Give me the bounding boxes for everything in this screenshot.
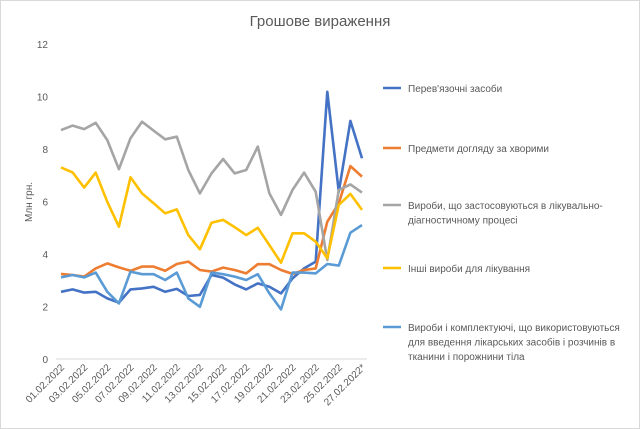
series-line-5 <box>60 224 363 311</box>
y-tick-label: 0 <box>42 355 48 366</box>
legend-item: Перев'язочні засоби <box>383 83 502 95</box>
legend-label: тканини і порожнини тіла <box>408 352 525 363</box>
y-tick-label: 4 <box>42 250 48 261</box>
legend-item: Вироби, що застосовуються в лікувально-д… <box>383 200 603 227</box>
y-tick-label: 8 <box>42 145 48 156</box>
y-tick-label: 2 <box>42 303 48 314</box>
legend-item: Інші вироби для лікування <box>383 263 530 275</box>
legend-label: Перев'язочні засоби <box>408 83 502 95</box>
legend-label: Інші вироби для лікування <box>408 263 530 275</box>
series-line-4 <box>60 166 364 265</box>
legend-label: для введення лікарських засобів і розчин… <box>408 337 615 349</box>
legend-label: Вироби, що застосовуються в лікувально- <box>408 200 603 212</box>
legend-item: Вироби і комплектуючі, що використовують… <box>383 322 620 363</box>
y-axis-label: Млн грн. <box>24 182 35 222</box>
legend-label: Предмети догляду за хворими <box>408 144 549 155</box>
y-tick-label: 10 <box>37 93 49 104</box>
legend-label: Вироби і комплектуючі, що використовують… <box>408 322 620 334</box>
chart-title: Грошове вираження <box>250 13 391 30</box>
y-tick-label: 12 <box>37 40 49 51</box>
y-tick-label: 6 <box>42 198 48 209</box>
series-line-3 <box>60 120 363 262</box>
legend-item: Предмети догляду за хворими <box>383 144 549 155</box>
legend-label: діагностичному процесі <box>408 216 518 227</box>
